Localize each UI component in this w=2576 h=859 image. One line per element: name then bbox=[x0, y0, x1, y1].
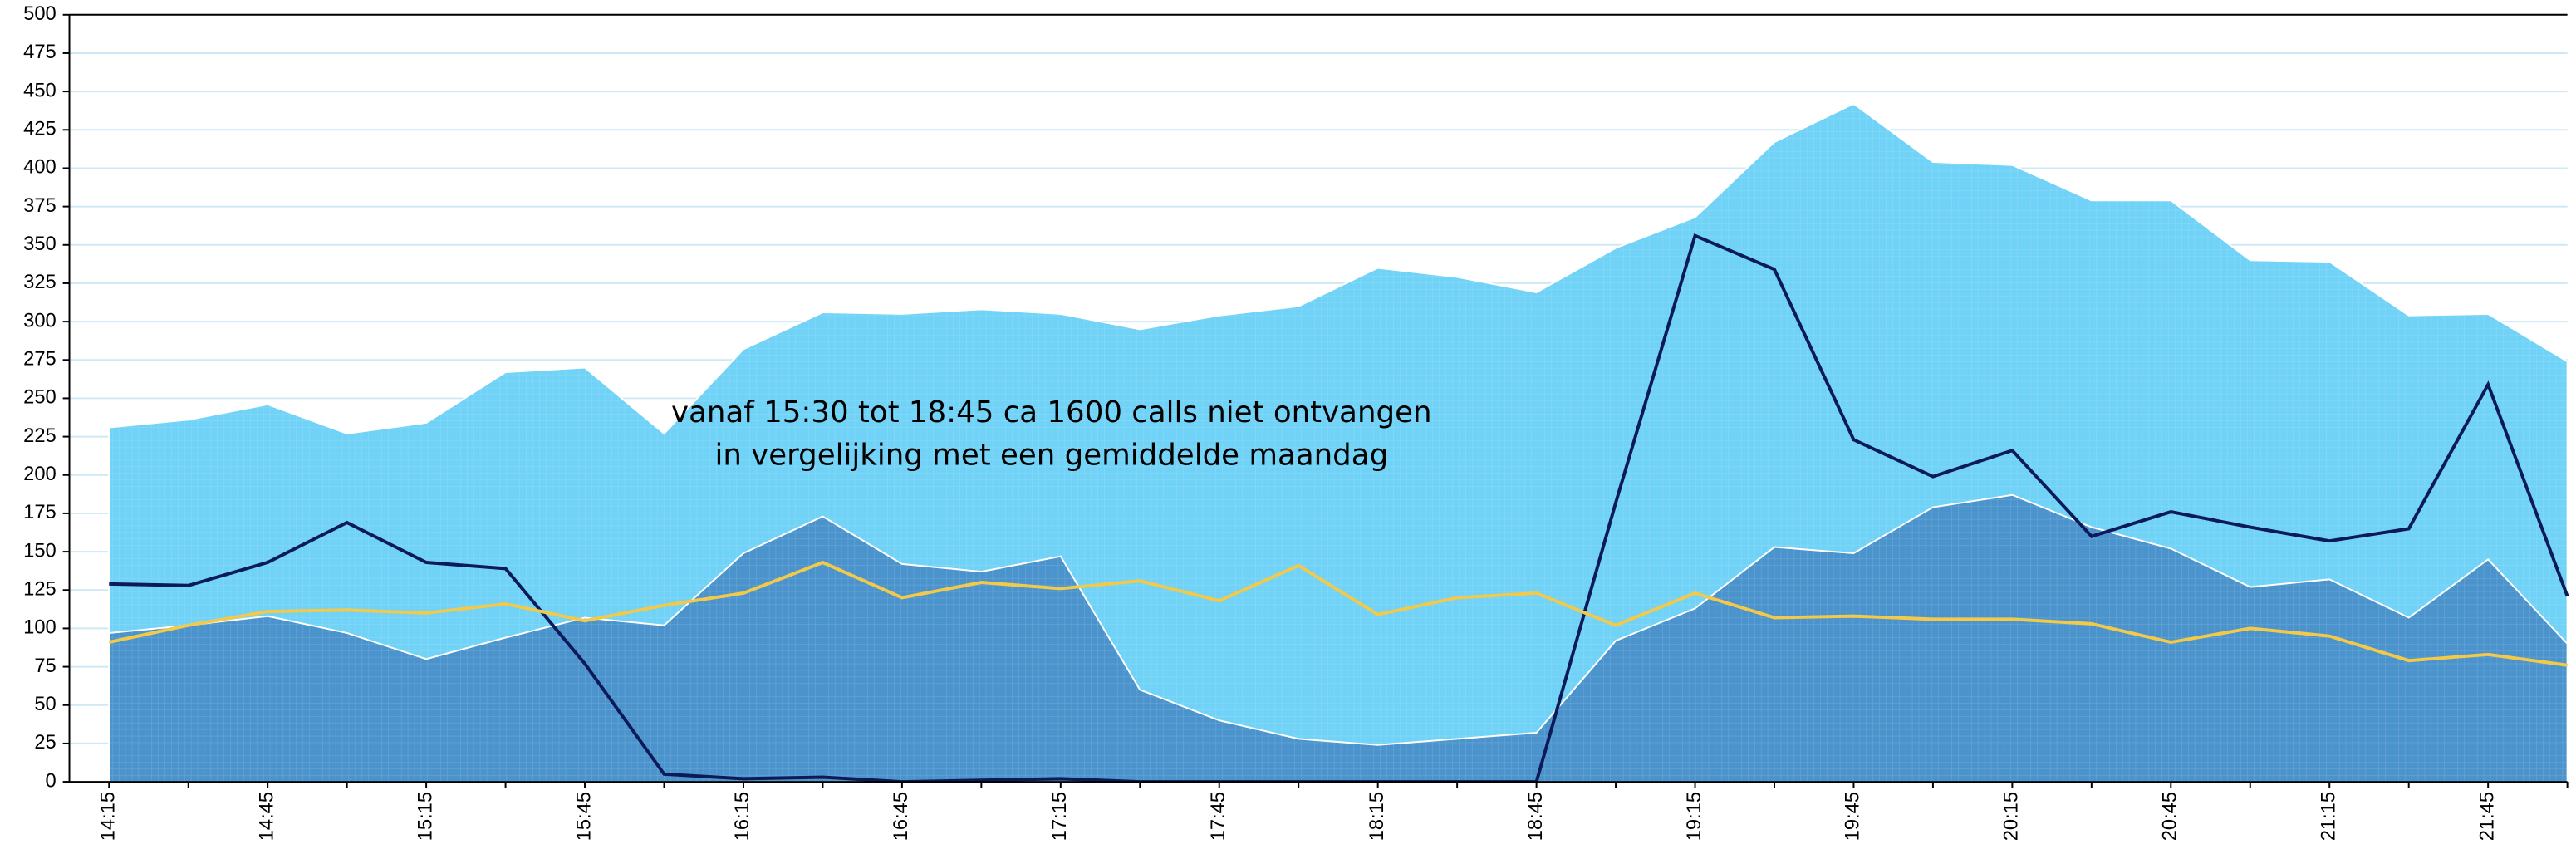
x-tick-label: 21:45 bbox=[2476, 792, 2498, 841]
y-tick-label: 100 bbox=[23, 617, 56, 639]
x-tick-label: 18:15 bbox=[1367, 792, 1388, 841]
x-tick-label: 21:15 bbox=[2318, 792, 2340, 841]
y-tick-label: 400 bbox=[23, 157, 56, 179]
y-tick-label: 325 bbox=[23, 272, 56, 293]
y-tick-label: 275 bbox=[23, 349, 56, 371]
x-tick-label: 15:45 bbox=[573, 792, 595, 841]
x-tick-label: 14:15 bbox=[98, 792, 120, 841]
y-tick-label: 225 bbox=[23, 425, 56, 447]
line bbox=[108, 560, 2568, 667]
y-tick-label: 475 bbox=[23, 42, 56, 63]
x-tick-label: 16:45 bbox=[891, 792, 912, 841]
y-tick-label: 175 bbox=[23, 502, 56, 523]
y-tick-label: 425 bbox=[23, 119, 56, 140]
y-tick-label: 350 bbox=[23, 233, 56, 255]
y-tick-label: 75 bbox=[34, 655, 56, 677]
y-tick-label: 200 bbox=[23, 464, 56, 485]
x-tick-label: 20:45 bbox=[2160, 792, 2181, 841]
annotation: vanaf 15:30 tot 18:45 ca 1600 calls niet… bbox=[671, 395, 1431, 430]
y-tick-label: 450 bbox=[23, 80, 56, 101]
y-tick-label: 50 bbox=[34, 694, 56, 715]
x-tick-label: 15:15 bbox=[415, 792, 436, 841]
y-tick-label: 125 bbox=[23, 579, 56, 601]
x-tick-label: 14:45 bbox=[256, 792, 277, 841]
y-tick-label: 375 bbox=[23, 195, 56, 217]
x-tick-label: 17:45 bbox=[1208, 792, 1229, 841]
y-tick-label: 0 bbox=[46, 770, 56, 792]
x-tick-label: 19:15 bbox=[1684, 792, 1705, 841]
y-tick-label: 25 bbox=[34, 732, 56, 753]
x-tick-label: 16:15 bbox=[732, 792, 753, 841]
area-texture bbox=[109, 494, 2568, 783]
annotation: in vergelijking met een gemiddelde maand… bbox=[714, 439, 1388, 473]
x-tick-label: 18:45 bbox=[1525, 792, 1547, 841]
y-tick-label: 150 bbox=[23, 540, 56, 562]
x-tick-label: 19:45 bbox=[1842, 792, 1864, 841]
x-tick-label: 20:15 bbox=[2001, 792, 2023, 841]
y-tick-label: 250 bbox=[23, 387, 56, 409]
y-tick-label: 300 bbox=[23, 310, 56, 331]
x-tick-label: 17:15 bbox=[1049, 792, 1071, 841]
y-tick-label: 500 bbox=[23, 3, 56, 25]
